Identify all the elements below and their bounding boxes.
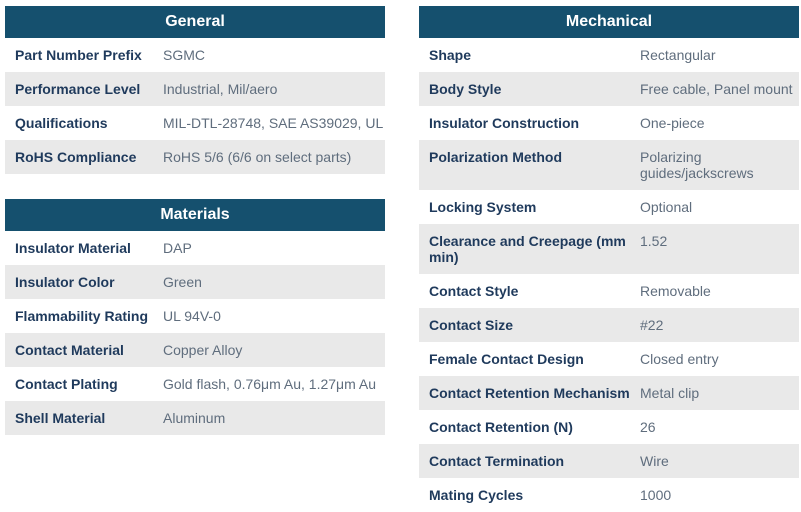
spec-row: Insulator Construction One-piece — [419, 106, 799, 140]
spec-label: Insulator Construction — [429, 115, 580, 131]
spec-value: Green — [163, 274, 202, 290]
spec-row: Clearance and Creepage (mm min) 1.52 — [419, 224, 799, 274]
spec-row: RoHS Compliance RoHS 5/6 (6/6 on select p… — [5, 140, 385, 174]
spec-row: Polarization Method Polarizing guides/jac… — [419, 140, 799, 190]
spec-row: Contact Size #22 — [419, 308, 799, 342]
spec-row: Contact Material Copper Alloy — [5, 333, 385, 367]
spec-value: UL 94V-0 — [163, 308, 221, 324]
spec-row: Qualifications MIL-DTL-28748, SAE AS39029… — [5, 106, 385, 140]
spec-label: Mating Cycles — [429, 487, 524, 503]
spec-value: Rectangular — [640, 47, 716, 63]
spec-row: Body Style Free cable, Panel mount — [419, 72, 799, 106]
spec-row: Shell Material Aluminum — [5, 401, 385, 435]
spec-label: Body Style — [429, 81, 502, 97]
spec-label: Qualifications — [15, 115, 108, 131]
spec-label: Clearance and Creepage (mm min) — [429, 233, 626, 265]
right-column: Mechanical Shape Rectangular Body Style Fre… — [419, 6, 799, 512]
spec-value: Industrial, Mil/aero — [163, 81, 278, 97]
spec-value: Closed entry — [640, 351, 719, 367]
spec-row: Contact Retention Mechanism Metal clip — [419, 376, 799, 410]
materials-table-body: Insulator Material DAP Insulator Color Gree… — [5, 231, 385, 435]
spec-row: Flammability Rating UL 94V-0 — [5, 299, 385, 333]
general-table: General Part Number Prefix SGMC Performanc… — [5, 6, 385, 174]
spec-label: Shape — [429, 47, 472, 63]
spec-label: RoHS Compliance — [15, 149, 137, 165]
spec-label: Contact Size — [429, 317, 514, 333]
general-table-body: Part Number Prefix SGMC Performance Level I… — [5, 38, 385, 174]
spec-label: Flammability Rating — [15, 308, 149, 324]
spec-label: Contact Termination — [429, 453, 565, 469]
spec-row: Contact Retention (N) 26 — [419, 410, 799, 444]
spec-label: Contact Material — [15, 342, 124, 358]
spec-row: Insulator Material DAP — [5, 231, 385, 265]
spec-value: 1000 — [640, 487, 672, 503]
spec-label: Contact Retention (N) — [429, 419, 573, 435]
spec-row: Shape Rectangular — [419, 38, 799, 72]
spec-value: Wire — [640, 453, 669, 469]
spec-label: Part Number Prefix — [15, 47, 142, 63]
spec-value: Optional — [640, 199, 693, 215]
spec-label: Female Contact Design — [429, 351, 584, 367]
spec-row: Part Number Prefix SGMC — [5, 38, 385, 72]
spec-row: Contact Style Removable — [419, 274, 799, 308]
spec-label: Shell Material — [15, 410, 106, 426]
spec-value: One-piece — [640, 115, 705, 131]
spec-label: Performance Level — [15, 81, 141, 97]
spec-value: Polarizing guides/jackscrews — [640, 149, 754, 181]
spec-row: Locking System Optional — [419, 190, 799, 224]
mechanical-table-body: Shape Rectangular Body Style Free cable, Pa… — [419, 38, 799, 512]
spec-value: Aluminum — [163, 410, 226, 426]
spec-row: Insulator Color Green — [5, 265, 385, 299]
spec-value: DAP — [163, 240, 192, 256]
spec-value: Free cable, Panel mount — [640, 81, 793, 97]
spec-label: Insulator Material — [15, 240, 131, 256]
spec-row: Mating Cycles 1000 — [419, 478, 799, 512]
spec-label: Locking System — [429, 199, 537, 215]
spec-label: Contact Retention Mechanism — [429, 385, 630, 401]
general-table-title: General — [5, 6, 385, 38]
spec-label: Insulator Color — [15, 274, 115, 290]
spec-label: Polarization Method — [429, 149, 562, 165]
mechanical-table-title: Mechanical — [419, 6, 799, 38]
spec-row: Contact Termination Wire — [419, 444, 799, 478]
spec-value: 1.52 — [640, 233, 668, 249]
spec-value: Copper Alloy — [163, 342, 243, 358]
spec-value: Gold flash, 0.76μm Au, 1.27μm Au — [163, 376, 377, 392]
spec-row: Female Contact Design Closed entry — [419, 342, 799, 376]
left-column: General Part Number Prefix SGMC Performanc… — [5, 6, 385, 435]
spec-value: Metal clip — [640, 385, 700, 401]
spec-row: Contact Plating Gold flash, 0.76μm Au, 1.… — [5, 367, 385, 401]
spec-value: SGMC — [163, 47, 205, 63]
materials-table: Materials Insulator Material DAP Insulator… — [5, 199, 385, 435]
spec-value: #22 — [640, 317, 664, 333]
spec-value: MIL-DTL-28748, SAE AS39029, UL — [163, 115, 384, 131]
spec-label: Contact Plating — [15, 376, 118, 392]
mechanical-table: Mechanical Shape Rectangular Body Style Fre… — [419, 6, 799, 512]
spec-value: 26 — [640, 419, 656, 435]
spec-row: Performance Level Industrial, Mil/aero — [5, 72, 385, 106]
materials-table-title: Materials — [5, 199, 385, 231]
spec-label: Contact Style — [429, 283, 519, 299]
spec-value: RoHS 5/6 (6/6 on select parts) — [163, 149, 352, 165]
spec-value: Removable — [640, 283, 711, 299]
